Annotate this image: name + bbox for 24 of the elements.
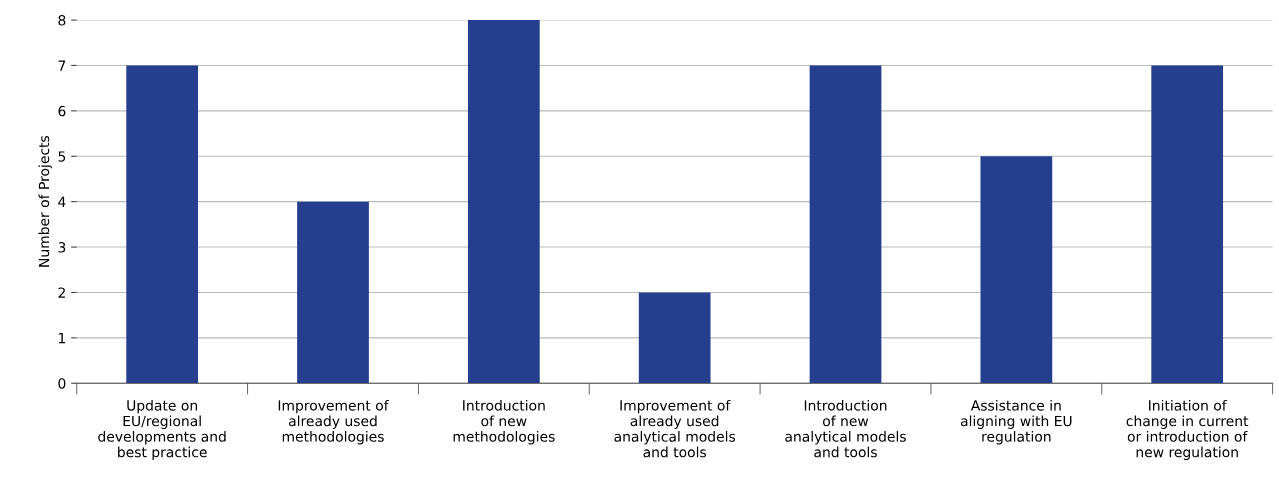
bar [809,65,882,384]
bar [467,20,540,384]
y-axis-title: Number of Projects [38,135,52,267]
x-tick-label: Introduction of new analytical models and tools [785,399,906,458]
y-tick-label: 3 [58,242,66,253]
x-tick-label: Update on EU/regional developments and best practice [98,399,226,461]
x-tick-label: Improvement of already used methodologies [278,399,389,445]
x-tick-label: Introduction of new methodologies [453,399,555,445]
bar [638,292,711,384]
y-tick-label: 7 [58,60,66,71]
x-tick-label: Improvement of already used analytical models and tools [614,399,736,458]
y-tick-label: 2 [58,287,65,298]
bar [297,201,369,384]
bar [126,65,199,384]
y-tick-label: 8 [58,15,66,26]
y-tick-label: 0 [58,378,66,389]
y-tick-label: 5 [58,151,66,162]
x-tick-label: Initiation of change in current or introduction of new regulation [1126,399,1249,461]
y-tick-label: 6 [58,105,66,117]
bar [1151,65,1224,384]
y-tick-label: 1 [59,333,66,344]
bar [980,156,1053,384]
x-tick-label: Assistance in aligning with EU regulation [960,399,1072,445]
y-tick-label: 4 [58,196,66,207]
